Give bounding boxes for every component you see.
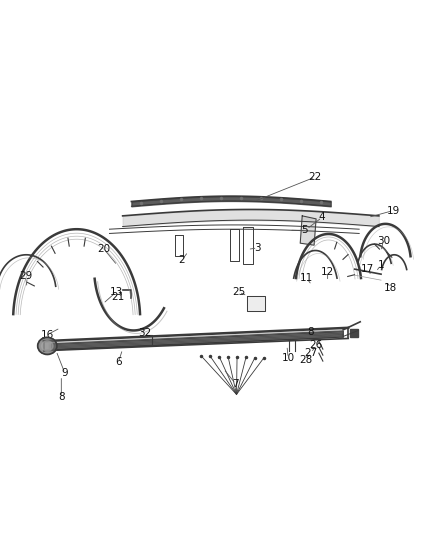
Text: 9: 9 — [61, 368, 68, 378]
Text: 21: 21 — [112, 293, 125, 302]
Polygon shape — [247, 296, 265, 311]
Text: 25: 25 — [232, 287, 245, 297]
Text: 7: 7 — [232, 379, 239, 389]
Text: 11: 11 — [300, 273, 313, 283]
Text: 20: 20 — [98, 245, 111, 254]
Text: 12: 12 — [321, 267, 334, 277]
Text: 17: 17 — [361, 264, 374, 274]
Text: 19: 19 — [387, 206, 400, 215]
Text: 4: 4 — [318, 213, 325, 222]
Text: 1: 1 — [378, 260, 385, 270]
Text: 8: 8 — [58, 392, 65, 402]
Text: 28: 28 — [299, 355, 312, 365]
Text: 8: 8 — [307, 327, 314, 336]
Text: 29: 29 — [19, 271, 32, 281]
Text: 6: 6 — [115, 358, 122, 367]
Text: 3: 3 — [254, 243, 261, 253]
Text: 13: 13 — [110, 287, 123, 297]
Text: 10: 10 — [282, 353, 295, 363]
Text: 5: 5 — [301, 225, 308, 235]
Ellipse shape — [38, 337, 57, 354]
Text: 18: 18 — [384, 283, 397, 293]
Text: 27: 27 — [304, 348, 318, 358]
Polygon shape — [300, 216, 316, 245]
Text: 30: 30 — [377, 236, 390, 246]
Polygon shape — [52, 331, 343, 350]
Ellipse shape — [42, 341, 53, 351]
Text: 16: 16 — [41, 330, 54, 340]
Text: 22: 22 — [309, 172, 322, 182]
Text: 2: 2 — [178, 255, 185, 265]
Text: 32: 32 — [138, 328, 151, 338]
Polygon shape — [350, 329, 358, 337]
Text: 26: 26 — [310, 341, 323, 350]
